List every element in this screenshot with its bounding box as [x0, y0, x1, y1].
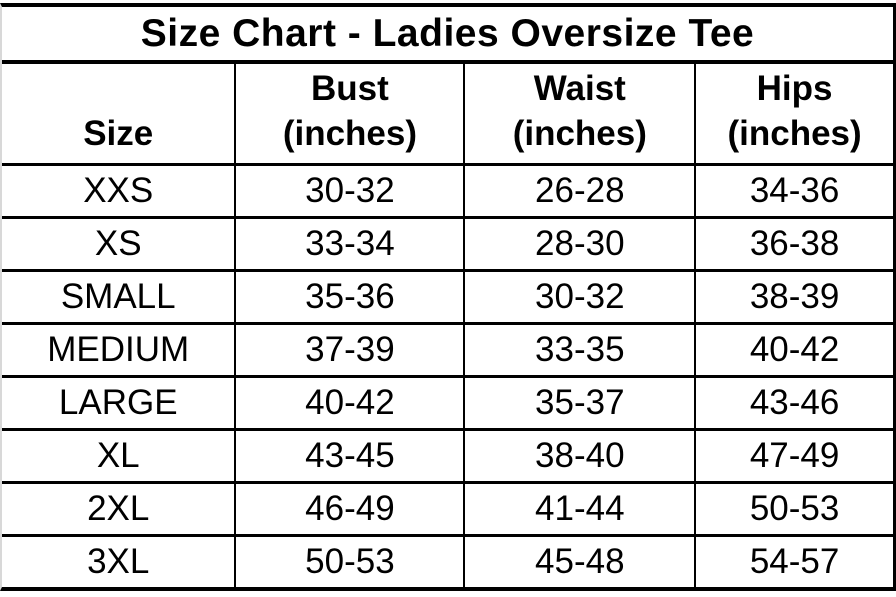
size-cell: SMALL	[2, 269, 236, 324]
waist-cell: 41-44	[463, 481, 696, 536]
column-header-hips: Hips (inches)	[694, 60, 893, 165]
waist-cell: 38-40	[463, 428, 696, 483]
size-cell: 2XL	[2, 481, 236, 536]
table-row-xs: XS 33-34 28-30 36-38	[2, 216, 893, 271]
size-cell: XXS	[2, 163, 236, 218]
title-row: Size Chart - Ladies Oversize Tee	[2, 7, 893, 62]
table-row-xxs: XXS 30-32 26-28 34-36	[2, 163, 893, 218]
waist-cell: 30-32	[463, 269, 696, 324]
waist-cell: 35-37	[463, 375, 696, 430]
hips-cell: 54-57	[694, 534, 893, 587]
header-waist-unit: (inches)	[512, 113, 647, 153]
waist-cell: 28-30	[463, 216, 696, 271]
bust-cell: 35-36	[234, 269, 465, 324]
table-row-large: LARGE 40-42 35-37 43-46	[2, 375, 893, 430]
hips-cell: 38-39	[694, 269, 893, 324]
header-waist-label: Waist	[533, 69, 626, 109]
bust-cell: 33-34	[234, 216, 465, 271]
table-row-xl: XL 43-45 38-40 47-49	[2, 428, 893, 483]
header-hips-label: Hips	[756, 69, 833, 109]
hips-cell: 50-53	[694, 481, 893, 536]
table-row-small: SMALL 35-36 30-32 38-39	[2, 269, 893, 324]
header-size-label: Size	[83, 113, 154, 153]
bust-cell: 46-49	[234, 481, 465, 536]
header-row: Size Bust (inches) Waist (inches) Hips (inc…	[2, 60, 893, 165]
hips-cell: 34-36	[694, 163, 893, 218]
hips-cell: 36-38	[694, 216, 893, 271]
size-cell: MEDIUM	[2, 322, 236, 377]
table-row-3xl: 3XL 50-53 45-48 54-57	[2, 534, 893, 587]
header-bust-label: Bust	[311, 69, 389, 109]
waist-cell: 26-28	[463, 163, 696, 218]
bust-cell: 37-39	[234, 322, 465, 377]
size-cell: XS	[2, 216, 236, 271]
size-chart-table: Size Chart - Ladies Oversize Tee Size Bu…	[2, 7, 893, 587]
hips-cell: 40-42	[694, 322, 893, 377]
bust-cell: 50-53	[234, 534, 465, 587]
chart-title: Size Chart - Ladies Oversize Tee	[140, 11, 755, 55]
column-header-size: Size	[2, 60, 236, 165]
header-bust-unit: (inches)	[282, 113, 418, 153]
column-header-waist: Waist (inches)	[463, 60, 696, 165]
column-header-bust: Bust (inches)	[234, 60, 465, 165]
size-chart-container: Size Chart - Ladies Oversize Tee Size Bu…	[0, 3, 896, 591]
size-cell: 3XL	[2, 534, 236, 587]
hips-cell: 47-49	[694, 428, 893, 483]
bust-cell: 30-32	[234, 163, 465, 218]
size-cell: XL	[2, 428, 236, 483]
header-hips-unit: (inches)	[727, 113, 862, 153]
size-cell: LARGE	[2, 375, 236, 430]
waist-cell: 33-35	[463, 322, 696, 377]
bust-cell: 40-42	[234, 375, 465, 430]
hips-cell: 43-46	[694, 375, 893, 430]
waist-cell: 45-48	[463, 534, 696, 587]
table-row-medium: MEDIUM 37-39 33-35 40-42	[2, 322, 893, 377]
bust-cell: 43-45	[234, 428, 465, 483]
table-row-2xl: 2XL 46-49 41-44 50-53	[2, 481, 893, 536]
